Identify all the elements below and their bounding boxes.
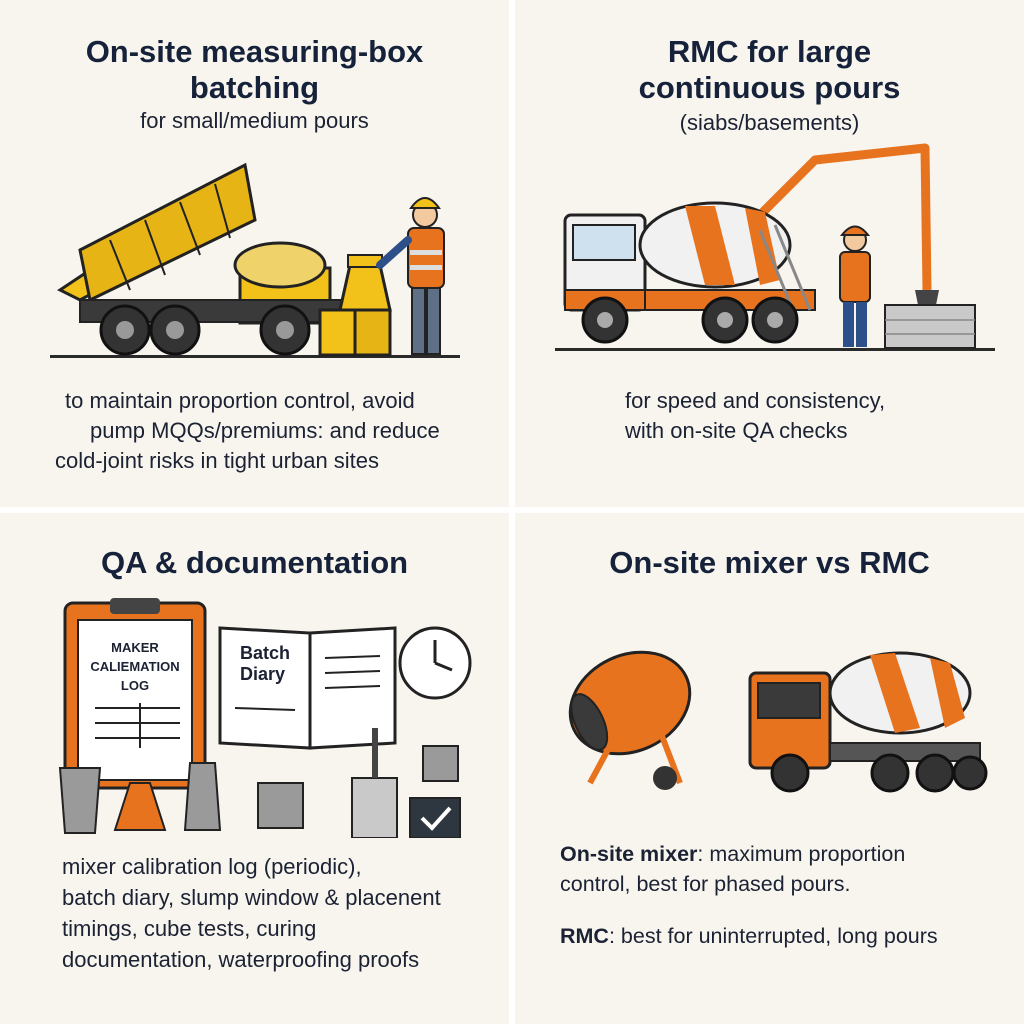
title-line: RMC for large — [667, 34, 872, 69]
description-line: with on-site QA checks — [625, 418, 848, 443]
clipboard-line: MAKER — [111, 640, 159, 655]
panel-description: for speed and consistency, with on-site … — [625, 386, 885, 446]
description-line: documentation, waterproofing proofs — [62, 947, 420, 972]
panel-measuring-box-batching: On-site measuring-box batching for small… — [0, 0, 509, 507]
description-line: to maintain proportion control, avoid — [65, 388, 415, 413]
calibration-log-label: MAKER CALIEMATION LOG — [80, 638, 190, 695]
description-line: pump MQQs/premiums: and reduce — [90, 418, 440, 443]
comparison-mixer-text: On-site mixer: maximum proportion contro… — [560, 839, 905, 899]
dump-truck-illustration — [50, 162, 460, 358]
batch-diary-label: Batch Diary — [240, 643, 290, 685]
title-line: batching — [189, 70, 320, 105]
rmc-label: RMC — [560, 924, 609, 948]
panel-title: On-site mixer vs RMC — [609, 545, 930, 580]
panel-description: to maintain proportion control, avoid pu… — [55, 386, 440, 476]
panel-subtitle: (siabs/basements) — [679, 110, 860, 135]
diary-line: Batch — [240, 643, 291, 663]
panel-rmc-continuous-pours: RMC for large continuous pours (siabs/ba… — [515, 0, 1024, 507]
title-line: On-site measuring-box — [85, 34, 424, 69]
clipboard-line: CALIEMATION — [90, 659, 180, 674]
mixer-label: On-site mixer — [560, 842, 698, 866]
diary-line: Diary — [240, 664, 286, 684]
description-line: mixer calibration log (periodic), — [62, 854, 362, 879]
mixer-text: : maximum proportion — [697, 842, 906, 866]
mixer-text-continued: control, best for phased pours. — [560, 872, 851, 896]
panel-title: RMC for large continuous pours — [515, 34, 1024, 106]
description-line: for speed and consistency, — [625, 388, 886, 413]
panel-subtitle: for small/medium pours — [140, 108, 369, 133]
panel-qa-documentation: QA & documentation — [0, 513, 509, 1024]
rmc-truck-pump-illustration — [555, 143, 995, 351]
description-line: cold-joint risks in tight urban sites — [55, 448, 380, 473]
clipboard-line: LOG — [120, 678, 150, 693]
comparison-rmc-text: RMC: best for uninterrupted, long pours — [560, 921, 938, 951]
qa-documents-illustration — [58, 598, 472, 838]
title-line: continuous pours — [638, 70, 901, 105]
rmc-text: : best for uninterrupted, long pours — [608, 924, 938, 948]
panel-mixer-vs-rmc: On-site mixer vs RMC On-site mixer: maxi — [515, 513, 1024, 1024]
panel-title: QA & documentation — [100, 545, 409, 580]
description-line: timings, cube tests, curing — [62, 916, 317, 941]
panel-description: mixer calibration log (periodic), batch … — [62, 851, 441, 975]
mixer-and-truck-illustration — [568, 650, 988, 793]
panel-title: On-site measuring-box batching — [0, 34, 509, 106]
description-line: batch diary, slump window & placenent — [62, 885, 441, 910]
